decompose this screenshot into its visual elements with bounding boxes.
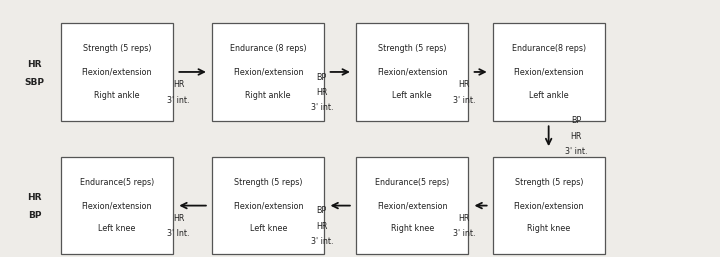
Text: BP: BP bbox=[317, 206, 327, 215]
FancyBboxPatch shape bbox=[356, 23, 468, 121]
Text: 3' int.: 3' int. bbox=[564, 147, 588, 156]
Text: 3' Int.: 3' Int. bbox=[167, 229, 190, 238]
FancyBboxPatch shape bbox=[61, 157, 173, 254]
Text: HR: HR bbox=[173, 214, 184, 223]
Text: HR: HR bbox=[459, 80, 470, 89]
Text: Flexion/extension: Flexion/extension bbox=[233, 67, 303, 77]
Text: Left ankle: Left ankle bbox=[529, 90, 569, 100]
Text: HR: HR bbox=[27, 60, 42, 69]
Text: Right knee: Right knee bbox=[390, 224, 434, 233]
Text: BP: BP bbox=[571, 116, 581, 125]
FancyBboxPatch shape bbox=[356, 157, 468, 254]
Text: Endurance(8 reps): Endurance(8 reps) bbox=[512, 44, 586, 53]
Text: Left ankle: Left ankle bbox=[392, 90, 432, 100]
Text: 3' int.: 3' int. bbox=[453, 96, 476, 105]
Text: Right ankle: Right ankle bbox=[94, 90, 140, 100]
Text: Endurance (8 reps): Endurance (8 reps) bbox=[230, 44, 307, 53]
Text: Flexion/extension: Flexion/extension bbox=[514, 67, 584, 77]
Text: 3' int.: 3' int. bbox=[310, 103, 333, 113]
Text: Right ankle: Right ankle bbox=[246, 90, 291, 100]
Text: Flexion/extension: Flexion/extension bbox=[233, 201, 303, 210]
Text: BP: BP bbox=[28, 211, 41, 221]
Text: Flexion/extension: Flexion/extension bbox=[82, 67, 152, 77]
FancyBboxPatch shape bbox=[61, 23, 173, 121]
Text: BP: BP bbox=[317, 72, 327, 82]
Text: Strength (5 reps): Strength (5 reps) bbox=[378, 44, 446, 53]
Text: Endurance(5 reps): Endurance(5 reps) bbox=[375, 178, 449, 187]
Text: 3' int.: 3' int. bbox=[167, 96, 190, 105]
Text: HR: HR bbox=[173, 80, 184, 89]
FancyBboxPatch shape bbox=[493, 157, 605, 254]
Text: HR: HR bbox=[27, 193, 42, 203]
FancyBboxPatch shape bbox=[493, 23, 605, 121]
Text: SBP: SBP bbox=[24, 78, 45, 87]
Text: Left knee: Left knee bbox=[250, 224, 287, 233]
Text: Flexion/extension: Flexion/extension bbox=[377, 67, 447, 77]
Text: Left knee: Left knee bbox=[99, 224, 135, 233]
FancyBboxPatch shape bbox=[212, 23, 324, 121]
Text: Strength (5 reps): Strength (5 reps) bbox=[234, 178, 302, 187]
Text: Flexion/extension: Flexion/extension bbox=[377, 201, 447, 210]
Text: Flexion/extension: Flexion/extension bbox=[82, 201, 152, 210]
Text: HR: HR bbox=[459, 214, 470, 223]
Text: Endurance(5 reps): Endurance(5 reps) bbox=[80, 178, 154, 187]
Text: HR: HR bbox=[316, 88, 328, 97]
Text: Strength (5 reps): Strength (5 reps) bbox=[83, 44, 151, 53]
Text: Flexion/extension: Flexion/extension bbox=[514, 201, 584, 210]
Text: Strength (5 reps): Strength (5 reps) bbox=[515, 178, 583, 187]
FancyBboxPatch shape bbox=[212, 157, 324, 254]
Text: 3' int.: 3' int. bbox=[310, 237, 333, 246]
Text: 3' int.: 3' int. bbox=[453, 229, 476, 238]
Text: HR: HR bbox=[570, 132, 582, 141]
Text: Right knee: Right knee bbox=[527, 224, 571, 233]
Text: HR: HR bbox=[316, 222, 328, 231]
